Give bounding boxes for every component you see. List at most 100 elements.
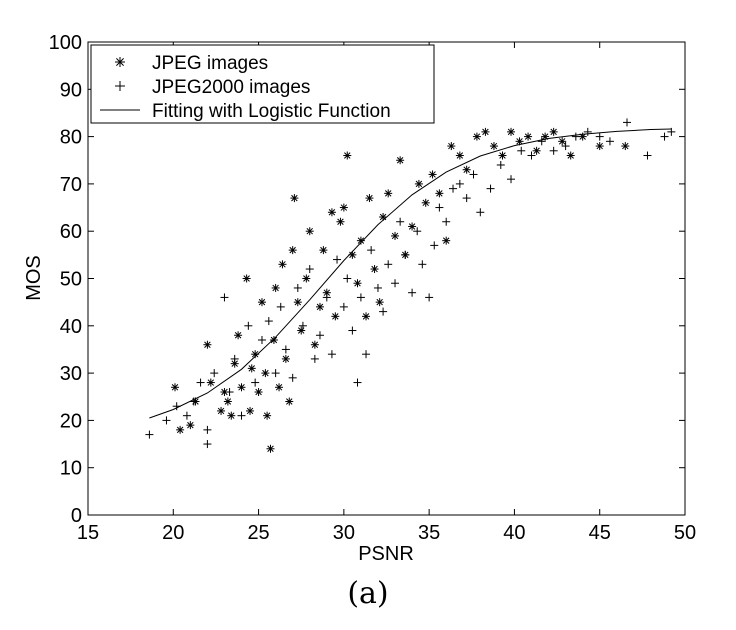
jpeg2000-point — [356, 293, 365, 302]
jpeg-point — [532, 146, 541, 155]
jpeg2000-point — [537, 137, 546, 146]
jpeg2000-point — [288, 373, 297, 382]
jpeg2000-point — [257, 335, 266, 344]
jpeg2000-point — [486, 184, 495, 193]
jpeg2000-point — [605, 137, 614, 146]
jpeg2000-point — [339, 302, 348, 311]
legend-marker-asterisk — [115, 57, 125, 67]
jpeg2000-point — [595, 132, 604, 141]
y-tick-label: 50 — [60, 269, 82, 291]
jpeg-point — [278, 260, 287, 269]
y-tick-label: 100 — [49, 32, 82, 54]
jpeg-point — [507, 127, 516, 136]
jpeg-point — [391, 231, 400, 240]
jpeg2000-point — [660, 132, 669, 141]
jpeg-point — [305, 227, 314, 236]
logistic-fit-line — [149, 128, 672, 419]
jpeg-point — [254, 388, 263, 397]
x-tick-label: 35 — [418, 522, 440, 544]
y-axis-title: MOS — [23, 255, 45, 301]
jpeg-point — [186, 421, 195, 430]
jpeg2000-point — [333, 255, 342, 264]
jpeg2000-point — [379, 307, 388, 316]
jpeg2000-point — [271, 369, 280, 378]
jpeg2000-point — [527, 151, 536, 160]
jpeg-point — [472, 132, 481, 141]
x-tick-label: 40 — [503, 522, 525, 544]
jpeg-point — [489, 142, 498, 151]
jpeg-point — [206, 378, 215, 387]
jpeg-point — [384, 189, 393, 198]
jpeg-point — [290, 194, 299, 203]
jpeg-point — [481, 127, 490, 136]
jpeg2000-point — [623, 118, 632, 127]
jpeg2000-point — [571, 132, 580, 141]
jpeg-point — [353, 279, 362, 288]
jpeg-point — [288, 246, 297, 255]
jpeg2000-point — [476, 208, 485, 217]
jpeg2000-point — [496, 160, 505, 169]
jpeg2000-point — [244, 321, 253, 330]
jpeg-point — [621, 142, 630, 151]
jpeg2000-point — [549, 146, 558, 155]
y-tick-label: 0 — [71, 505, 82, 527]
jpeg-point — [362, 312, 371, 321]
jpeg2000-point — [162, 416, 171, 425]
jpeg-point — [336, 217, 345, 226]
jpeg2000-point — [413, 227, 422, 236]
jpeg2000-point — [305, 265, 314, 274]
jpeg2000-point — [348, 326, 357, 335]
jpeg-point — [170, 383, 179, 392]
jpeg2000-point — [196, 378, 205, 387]
jpeg2000-point — [322, 293, 331, 302]
jpeg-point — [339, 203, 348, 212]
y-tick-label: 10 — [60, 458, 82, 480]
x-tick-label: 45 — [589, 522, 611, 544]
jpeg2000-point — [251, 378, 260, 387]
jpeg2000-point — [396, 217, 405, 226]
y-tick-label: 80 — [60, 127, 82, 149]
jpeg2000-point — [408, 288, 417, 297]
jpeg-point — [285, 397, 294, 406]
scatter-chart: 15 20 25 30 35 40 45 50 0 10 20 30 40 50 60 70 80 90 100 J… — [23, 32, 696, 565]
jpeg-point — [315, 302, 324, 311]
jpeg-point — [549, 127, 558, 136]
jpeg-point — [217, 406, 226, 415]
jpeg-point — [242, 274, 251, 283]
jpeg-point — [227, 411, 236, 420]
jpeg-point — [375, 298, 384, 307]
jpeg-point — [257, 298, 266, 307]
jpeg-point — [442, 236, 451, 245]
jpeg-point — [524, 132, 533, 141]
jpeg2000-point — [203, 440, 212, 449]
jpeg-point — [237, 383, 246, 392]
jpeg-point — [297, 326, 306, 335]
jpeg2000-point — [315, 331, 324, 340]
jpeg-point — [515, 137, 524, 146]
y-tick-label: 20 — [60, 410, 82, 432]
jpeg-point — [302, 274, 311, 283]
y-tick-label: 40 — [60, 316, 82, 338]
jpeg2000-point — [343, 274, 352, 283]
jpeg2000-point — [561, 142, 570, 151]
jpeg2000-point — [430, 241, 439, 250]
jpeg-point — [343, 151, 352, 160]
jpeg-point — [271, 283, 280, 292]
x-tick-label: 15 — [77, 522, 99, 544]
jpeg2000-point — [442, 217, 451, 226]
jpeg-point — [223, 397, 232, 406]
jpeg-point — [263, 411, 272, 420]
jpeg-point — [247, 364, 256, 373]
y-tick-label: 30 — [60, 363, 82, 385]
jpeg-point — [428, 170, 437, 179]
jpeg2000-point — [298, 321, 307, 330]
jpeg2000-point — [391, 279, 400, 288]
jpeg2000-point — [310, 354, 319, 363]
jpeg-point — [558, 137, 567, 146]
jpeg-point — [261, 369, 270, 378]
jpeg-point — [234, 331, 243, 340]
jpeg2000-point — [384, 260, 393, 269]
jpeg2000-point — [182, 411, 191, 420]
x-tick-label: 20 — [162, 522, 184, 544]
jpeg-point — [203, 340, 212, 349]
